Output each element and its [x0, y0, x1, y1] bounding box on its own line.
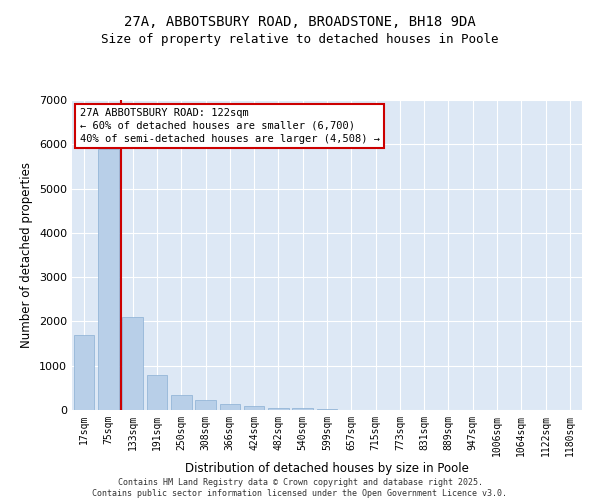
Text: 27A ABBOTSBURY ROAD: 122sqm
← 60% of detached houses are smaller (6,700)
40% of : 27A ABBOTSBURY ROAD: 122sqm ← 60% of det…: [80, 108, 380, 144]
Bar: [292, 408, 313, 410]
Bar: [195, 400, 216, 410]
Text: Contains HM Land Registry data © Crown copyright and database right 2025.
Contai: Contains HM Land Registry data © Crown c…: [92, 478, 508, 498]
Bar: [268, 408, 289, 410]
Bar: [146, 374, 167, 410]
Bar: [98, 148, 119, 410]
Bar: [220, 404, 240, 410]
Bar: [317, 409, 337, 410]
Bar: [244, 406, 265, 410]
Bar: [122, 317, 143, 410]
Text: 27A, ABBOTSBURY ROAD, BROADSTONE, BH18 9DA: 27A, ABBOTSBURY ROAD, BROADSTONE, BH18 9…: [124, 15, 476, 29]
Bar: [74, 334, 94, 410]
X-axis label: Distribution of detached houses by size in Poole: Distribution of detached houses by size …: [185, 462, 469, 474]
Y-axis label: Number of detached properties: Number of detached properties: [20, 162, 34, 348]
Bar: [171, 394, 191, 410]
Text: Size of property relative to detached houses in Poole: Size of property relative to detached ho…: [101, 32, 499, 46]
